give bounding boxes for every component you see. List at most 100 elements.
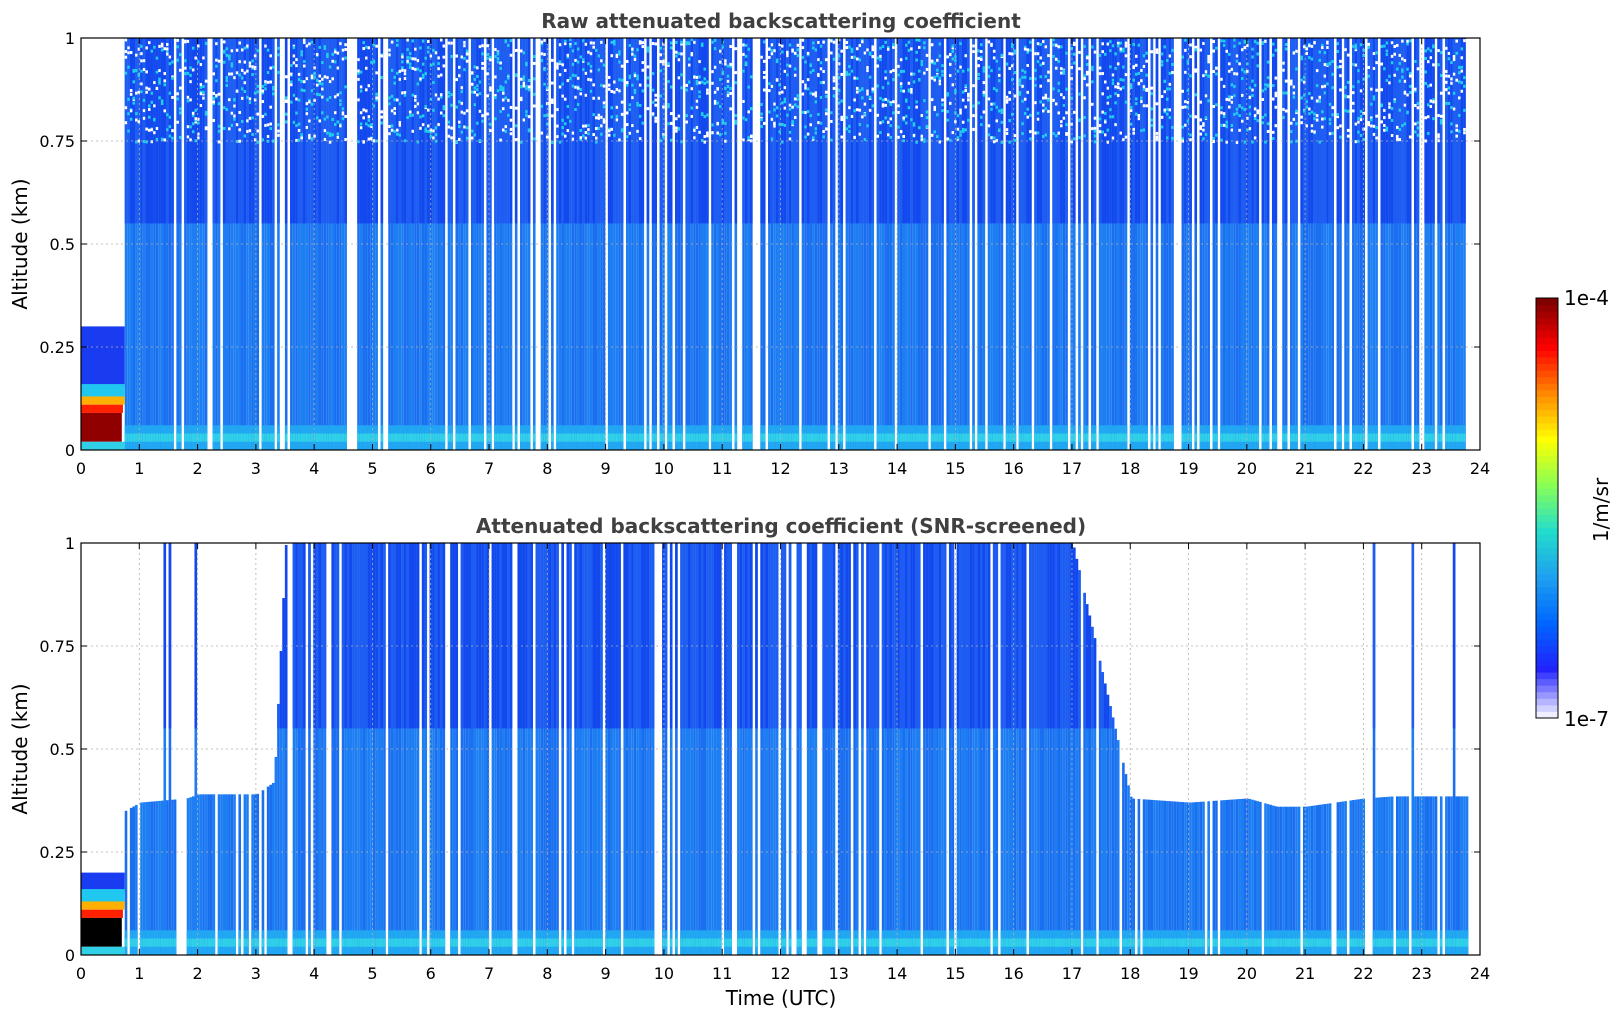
heatmap-cell xyxy=(1393,433,1396,442)
heatmap-column xyxy=(1426,38,1430,450)
heatmap-cell xyxy=(977,56,980,60)
heatmap-cell xyxy=(202,38,205,450)
heatmap-cell xyxy=(1065,51,1068,55)
heatmap-cell xyxy=(253,38,257,224)
heatmap-cell xyxy=(1416,106,1420,110)
heatmap-cell xyxy=(747,38,751,224)
heatmap-cell xyxy=(1450,122,1453,126)
heatmap-cell xyxy=(499,38,502,224)
heatmap-cell xyxy=(388,124,391,128)
heatmap-cell xyxy=(127,65,130,69)
heatmap-cell xyxy=(1439,121,1443,125)
heatmap-cell xyxy=(1352,101,1355,105)
heatmap-cell xyxy=(1008,433,1011,442)
heatmap-cell xyxy=(1310,433,1314,442)
heatmap-cell xyxy=(1240,77,1244,81)
heatmap-cell xyxy=(481,44,484,48)
heatmap-cell xyxy=(339,433,342,442)
heatmap-cell xyxy=(801,80,805,84)
heatmap-column xyxy=(693,38,696,450)
heatmap-cell xyxy=(1054,43,1058,47)
heatmap-cell xyxy=(830,51,833,55)
heatmap-cell xyxy=(186,39,190,43)
heatmap-cell xyxy=(917,45,921,49)
heatmap-cell xyxy=(1372,97,1376,101)
heatmap-cell xyxy=(1026,50,1030,54)
heatmap-column xyxy=(163,38,167,450)
heatmap-cell xyxy=(788,107,792,111)
heatmap-cell xyxy=(796,94,800,98)
heatmap-cell xyxy=(344,433,347,442)
heatmap-cell xyxy=(1129,109,1133,113)
heatmap-cell xyxy=(235,433,239,442)
heatmap-cell xyxy=(1401,68,1404,72)
heatmap-cell xyxy=(700,80,704,84)
heatmap-cell xyxy=(323,46,327,50)
heatmap-column xyxy=(303,38,306,450)
heatmap-cell xyxy=(129,938,133,947)
heatmap-cell xyxy=(1109,49,1112,53)
heatmap-cell xyxy=(334,111,337,115)
heatmap-cell xyxy=(1414,38,1417,450)
heatmap-cell xyxy=(868,51,872,55)
heatmap-column xyxy=(1266,38,1270,450)
heatmap-cell xyxy=(1119,47,1123,51)
heatmap-cell xyxy=(979,38,983,224)
heatmap-cell xyxy=(300,133,304,137)
heatmap-column xyxy=(341,38,345,450)
heatmap-cell xyxy=(1230,95,1234,99)
heatmap-cell xyxy=(812,38,815,224)
heatmap-cell xyxy=(1383,124,1386,128)
heatmap-cell xyxy=(463,38,466,450)
heatmap-column xyxy=(194,38,198,450)
heatmap-cell xyxy=(334,433,337,442)
heatmap-cell xyxy=(176,38,179,42)
x-tick-label: 9 xyxy=(601,459,611,478)
heatmap-cell xyxy=(551,114,554,118)
heatmap-cell xyxy=(938,140,942,144)
heatmap-cell xyxy=(569,119,572,123)
heatmap-cell xyxy=(742,43,745,47)
heatmap-cell xyxy=(556,62,559,66)
heatmap-cell xyxy=(569,77,572,81)
heatmap-cell xyxy=(1212,69,1216,73)
heatmap-cell xyxy=(532,137,536,141)
heatmap-cell xyxy=(910,118,913,122)
heatmap-cell xyxy=(1215,103,1218,107)
heatmap-cell xyxy=(933,61,937,65)
heatmap-cell xyxy=(507,433,510,442)
heatmap-cell xyxy=(1445,74,1448,78)
heatmap-cell xyxy=(817,38,820,224)
heatmap-cell xyxy=(1458,66,1461,70)
heatmap-cell xyxy=(1207,57,1210,61)
heatmap-cell xyxy=(427,46,430,50)
heatmap-cell xyxy=(1150,50,1154,54)
heatmap-cell xyxy=(662,135,665,139)
heatmap-cell xyxy=(442,433,446,442)
heatmap-column xyxy=(155,801,159,955)
heatmap-cell xyxy=(313,433,316,442)
heatmap-cell xyxy=(194,117,198,121)
heatmap-cell xyxy=(1225,38,1229,224)
heatmap-cell xyxy=(853,136,856,140)
heatmap-cell xyxy=(1228,95,1231,99)
heatmap-cell xyxy=(1414,433,1417,442)
heatmap-cell xyxy=(380,38,384,224)
heatmap-cell xyxy=(1416,67,1420,71)
heatmap-cell xyxy=(912,38,916,224)
heatmap-cell xyxy=(571,38,575,224)
heatmap-cell xyxy=(1106,42,1110,46)
heatmap-cell xyxy=(1000,110,1004,114)
heatmap-cell xyxy=(558,433,562,442)
heatmap-cell xyxy=(899,433,903,442)
heatmap-cell xyxy=(742,38,745,450)
heatmap-cell xyxy=(1238,104,1241,108)
heatmap-cell xyxy=(367,433,371,442)
heatmap-cell xyxy=(1189,43,1192,47)
heatmap-cell xyxy=(264,87,267,91)
heatmap-cell xyxy=(362,108,366,112)
heatmap-cell xyxy=(886,47,890,51)
heatmap-cell xyxy=(362,116,366,120)
heatmap-cell xyxy=(323,45,327,49)
heatmap-cell xyxy=(747,38,751,450)
